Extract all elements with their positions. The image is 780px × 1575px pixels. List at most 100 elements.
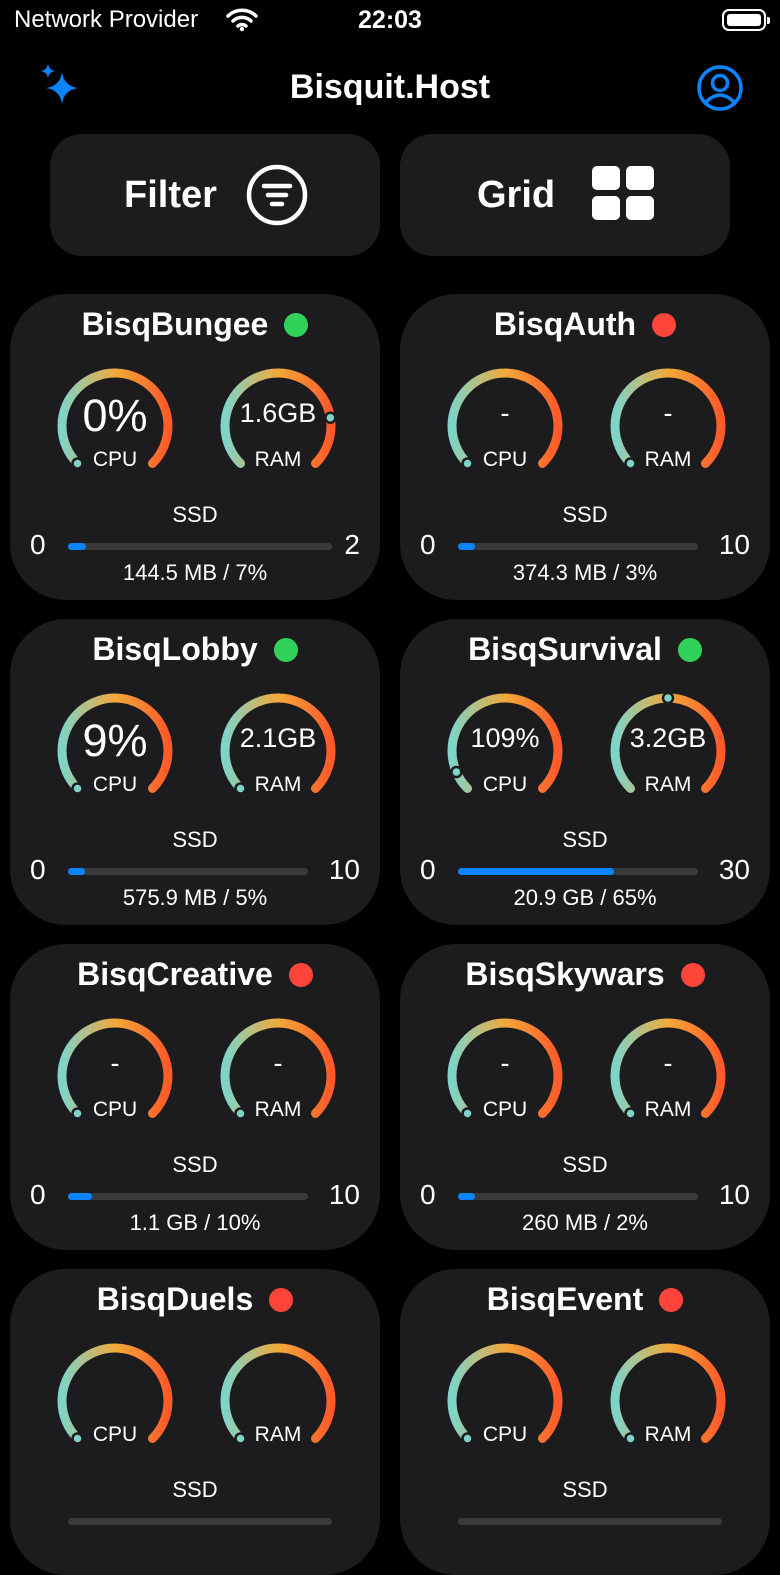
- wifi-icon: [226, 8, 258, 37]
- ram-gauge: - RAM: [215, 1016, 341, 1128]
- ssd-usage: 260 MB / 2%: [522, 1210, 648, 1235]
- cpu-gauge: CPU: [52, 1341, 178, 1453]
- server-card[interactable]: BisqBungee 0% CPU 1.6GB RAM SSD 0 2 144.…: [10, 294, 380, 600]
- cpu-value: 9%: [82, 715, 148, 766]
- grid-button[interactable]: Grid: [400, 134, 730, 256]
- gauge-knob: [661, 691, 675, 705]
- cpu-label: CPU: [482, 773, 528, 796]
- grid-icon: [590, 164, 656, 227]
- ram-label: RAM: [644, 1098, 692, 1121]
- server-title: BisqCreative: [10, 956, 380, 993]
- ram-label: RAM: [644, 448, 692, 471]
- page-title: Bisquit.Host: [289, 68, 491, 106]
- cpu-value: -: [500, 398, 510, 428]
- battery-icon: [722, 9, 770, 31]
- cpu-label: CPU: [92, 1423, 138, 1446]
- status-dot: [288, 962, 313, 987]
- ssd-progress-bar: [68, 1518, 332, 1525]
- server-card[interactable]: BisqSkywars - CPU - RAM SSD 0 10 260 MB …: [400, 944, 770, 1250]
- gauge-knob: [71, 457, 84, 470]
- gauge-knob: [234, 1107, 247, 1120]
- ssd-min: 0: [420, 529, 436, 560]
- ram-gauge: RAM: [215, 1341, 341, 1453]
- ssd-label: SSD: [562, 1477, 608, 1502]
- ram-label: RAM: [254, 1098, 302, 1121]
- sparkles-icon[interactable]: [34, 62, 84, 117]
- ssd-progress-bar: [458, 868, 698, 875]
- cpu-gauge: - CPU: [52, 1016, 178, 1128]
- status-dot: [677, 637, 702, 662]
- ram-label: RAM: [644, 1423, 692, 1446]
- cpu-gauge: - CPU: [442, 1016, 568, 1128]
- ssd-max: 10: [328, 1179, 360, 1210]
- ram-gauge: RAM: [605, 1341, 731, 1453]
- ssd-progress-bar: [458, 1193, 698, 1200]
- gauge-knob: [71, 782, 84, 795]
- cpu-value: 0%: [82, 390, 148, 441]
- server-name: BisqCreative: [77, 956, 273, 992]
- cpu-gauge: - CPU: [442, 366, 568, 478]
- server-name: BisqSurvival: [468, 631, 662, 667]
- ram-label: RAM: [254, 1423, 302, 1446]
- ssd-usage: 1.1 GB / 10%: [129, 1210, 261, 1235]
- ram-value: 2.1GB: [239, 723, 317, 753]
- server-card[interactable]: BisqEvent CPU RAM SSD: [400, 1269, 770, 1575]
- ssd-label: SSD: [562, 827, 608, 852]
- ram-gauge: 3.2GB RAM: [605, 691, 731, 803]
- gauge-knob: [624, 1107, 637, 1120]
- gauge-knob: [71, 1107, 84, 1120]
- grid-label: Grid: [477, 174, 556, 216]
- cpu-gauge: 109% CPU: [442, 691, 568, 803]
- cpu-value: -: [500, 1048, 510, 1078]
- server-card[interactable]: BisqCreative - CPU - RAM SSD 0 10 1.1 GB…: [10, 944, 380, 1250]
- cpu-value: 109%: [470, 723, 540, 753]
- ssd-progress-fill: [68, 868, 85, 875]
- cpu-label: CPU: [482, 448, 528, 471]
- cpu-gauge: 0% CPU: [52, 366, 178, 478]
- status-dot: [652, 312, 677, 337]
- profile-icon[interactable]: [696, 64, 744, 117]
- status-bar: Network Provider 22:03: [0, 0, 780, 44]
- ssd-progress-fill: [458, 868, 614, 875]
- server-card[interactable]: BisqDuels CPU RAM SSD: [10, 1269, 380, 1575]
- cpu-gauge: CPU: [442, 1341, 568, 1453]
- cpu-label: CPU: [482, 1098, 528, 1121]
- gauge-knob: [450, 765, 463, 779]
- status-dot: [284, 312, 309, 337]
- ssd-progress-bar: [68, 1193, 308, 1200]
- server-title: BisqSkywars: [400, 956, 770, 993]
- ssd-max: 10: [328, 854, 360, 885]
- ram-value: -: [273, 1048, 283, 1078]
- filter-button[interactable]: Filter: [50, 134, 380, 256]
- gauge-knob: [624, 457, 637, 470]
- server-name: BisqDuels: [96, 1281, 254, 1317]
- server-title: BisqLobby: [10, 631, 380, 668]
- ssd-progress-fill: [458, 1193, 475, 1200]
- ssd-label: SSD: [172, 502, 218, 527]
- gauge-knob: [461, 457, 474, 470]
- ssd-min: 0: [420, 1179, 436, 1210]
- ssd-label: SSD: [562, 502, 608, 527]
- cpu-label: CPU: [92, 773, 138, 796]
- ssd-max: 30: [718, 854, 750, 885]
- server-card[interactable]: BisqSurvival 109% CPU 3.2GB RAM SSD 0 30…: [400, 619, 770, 925]
- ssd-progress-fill: [68, 1193, 92, 1200]
- ssd-progress-bar: [458, 1518, 722, 1525]
- ssd-label: SSD: [172, 1152, 218, 1177]
- ssd-min: 0: [420, 854, 436, 885]
- cpu-label: CPU: [92, 1098, 138, 1121]
- ssd-max: 10: [718, 1179, 750, 1210]
- ssd-progress-bar: [68, 868, 308, 875]
- ram-gauge: - RAM: [605, 366, 731, 478]
- server-card[interactable]: BisqAuth - CPU - RAM SSD 0 10 374.3 MB /…: [400, 294, 770, 600]
- ssd-min: 0: [30, 529, 46, 560]
- status-dot: [680, 962, 705, 987]
- server-card[interactable]: BisqLobby 9% CPU 2.1GB RAM SSD 0 10 575.…: [10, 619, 380, 925]
- ssd-usage: 144.5 MB / 7%: [122, 560, 268, 585]
- server-title: BisqAuth: [400, 306, 770, 343]
- server-name: BisqLobby: [92, 631, 258, 667]
- ssd-progress-fill: [68, 543, 87, 550]
- clock: 22:03: [358, 6, 422, 34]
- gauge-knob: [234, 782, 247, 795]
- ssd-progress-bar: [68, 543, 332, 550]
